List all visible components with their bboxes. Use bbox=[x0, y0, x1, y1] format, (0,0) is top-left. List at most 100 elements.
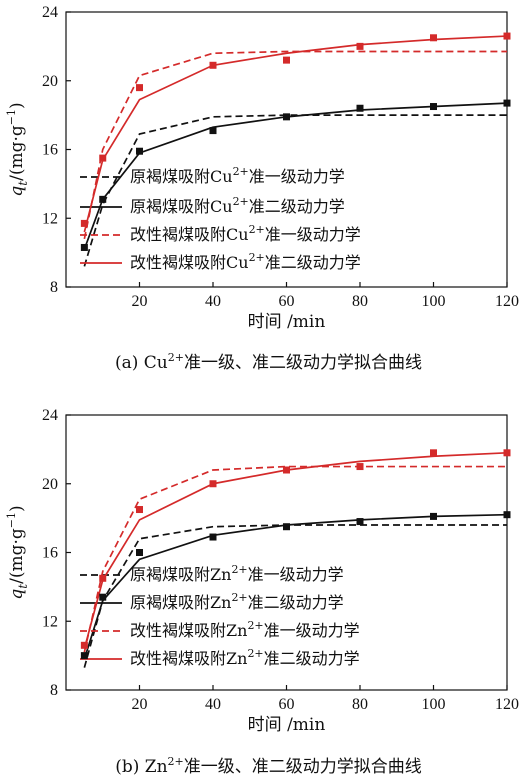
legend-label: 改性褐煤吸附Cu2+准一级动力学 bbox=[130, 223, 361, 244]
data-point bbox=[283, 467, 290, 474]
y-tick-label: 20 bbox=[42, 73, 58, 90]
caption-prefix: (b) Zn bbox=[115, 757, 167, 777]
x-tick-label: 80 bbox=[352, 696, 368, 713]
y-tick-label: 12 bbox=[42, 210, 58, 227]
data-point bbox=[81, 220, 88, 227]
data-point bbox=[430, 103, 437, 110]
data-point bbox=[136, 549, 143, 556]
y-axis-label-close: ) bbox=[7, 505, 27, 512]
legend-label: 原褐煤吸附Cu2+准一级动力学 bbox=[130, 165, 345, 186]
legend-label: 改性褐煤吸附Zn2+准一级动力学 bbox=[130, 619, 360, 640]
y-axis-label: qt/(mg·g−1) bbox=[5, 102, 30, 196]
x-tick-label: 20 bbox=[132, 293, 148, 310]
y-axis-label-var: q bbox=[7, 186, 27, 197]
legend-label-sup: 2+ bbox=[247, 619, 263, 632]
legend-label: 改性褐煤吸附Cu2+准二级动力学 bbox=[130, 251, 361, 272]
legend-label-prefix: 原褐煤吸附Zn bbox=[130, 565, 231, 584]
legend-label-prefix: 改性褐煤吸附Zn bbox=[130, 621, 247, 640]
x-tick-label: 100 bbox=[422, 293, 446, 310]
legend-label-sup: 2+ bbox=[249, 223, 265, 236]
y-axis-label-close: ) bbox=[7, 102, 27, 109]
x-tick-label: 120 bbox=[495, 293, 519, 310]
data-point bbox=[430, 34, 437, 41]
y-tick-label: 24 bbox=[42, 4, 58, 21]
data-point bbox=[210, 480, 217, 487]
y-tick-label: 8 bbox=[50, 279, 58, 296]
x-tick-label: 60 bbox=[279, 293, 295, 310]
x-tick-label: 60 bbox=[279, 696, 295, 713]
data-point bbox=[283, 523, 290, 530]
data-point bbox=[81, 244, 88, 251]
legend-label-sup: 2+ bbox=[231, 591, 247, 604]
data-point bbox=[430, 449, 437, 456]
data-point bbox=[283, 113, 290, 120]
legend-label-suffix: 准二级动力学 bbox=[249, 197, 345, 216]
data-point bbox=[357, 105, 364, 112]
data-point bbox=[136, 148, 143, 155]
legend-label-suffix: 准一级动力学 bbox=[265, 225, 361, 244]
legend-label-suffix: 准二级动力学 bbox=[248, 593, 344, 612]
data-point bbox=[504, 100, 511, 107]
legend-label-sup: 2+ bbox=[247, 647, 263, 660]
data-point bbox=[99, 196, 106, 203]
y-tick-label: 16 bbox=[42, 545, 58, 562]
y-tick-label: 24 bbox=[42, 407, 58, 424]
figure-caption: (b) Zn2+准一级、准二级动力学拟合曲线 bbox=[115, 755, 422, 777]
legend-label-prefix: 原褐煤吸附Zn bbox=[130, 593, 231, 612]
legend-label-prefix: 原褐煤吸附Cu bbox=[130, 167, 233, 186]
data-point bbox=[99, 575, 106, 582]
data-point bbox=[504, 449, 511, 456]
legend-label-suffix: 准一级动力学 bbox=[264, 621, 360, 640]
x-tick-label: 20 bbox=[132, 696, 148, 713]
data-point bbox=[99, 594, 106, 601]
legend-label-prefix: 改性褐煤吸附Cu bbox=[130, 225, 249, 244]
y-tick-label: 20 bbox=[42, 476, 58, 493]
legend-label-suffix: 准二级动力学 bbox=[264, 649, 360, 668]
x-tick-label: 120 bbox=[495, 696, 519, 713]
legend-label: 原褐煤吸附Zn2+准二级动力学 bbox=[130, 591, 344, 612]
legend-label-prefix: 改性褐煤吸附Zn bbox=[130, 649, 247, 668]
y-axis-label-unit: /(mg·g bbox=[7, 528, 27, 584]
data-point bbox=[136, 84, 143, 91]
data-point bbox=[504, 511, 511, 518]
caption-sup: 2+ bbox=[168, 351, 184, 364]
legend-label: 原褐煤吸附Zn2+准一级动力学 bbox=[130, 563, 344, 584]
data-point bbox=[99, 155, 106, 162]
legend-label: 原褐煤吸附Cu2+准二级动力学 bbox=[130, 195, 345, 216]
legend-label-prefix: 原褐煤吸附Cu bbox=[130, 197, 233, 216]
figure-caption: (a) Cu2+准一级、准二级动力学拟合曲线 bbox=[115, 351, 422, 373]
legend-label-sup: 2+ bbox=[249, 251, 265, 264]
data-point bbox=[357, 463, 364, 470]
y-axis-label-sup: −1 bbox=[5, 109, 18, 125]
x-tick-label: 100 bbox=[422, 696, 446, 713]
data-point bbox=[210, 534, 217, 541]
data-point bbox=[430, 513, 437, 520]
series-line bbox=[84, 453, 507, 649]
caption-suffix: 准一级、准二级动力学拟合曲线 bbox=[184, 757, 422, 777]
data-point bbox=[357, 43, 364, 50]
caption-suffix: 准一级、准二级动力学拟合曲线 bbox=[184, 353, 422, 373]
data-point bbox=[81, 652, 88, 659]
legend-label-suffix: 准一级动力学 bbox=[249, 167, 345, 186]
legend-label-suffix: 准一级动力学 bbox=[248, 565, 344, 584]
data-point bbox=[283, 57, 290, 64]
y-axis-label-unit: /(mg·g bbox=[7, 125, 27, 181]
chart-panel-b: 20 40 60 80 100 120 8 12 16 20 24 时间 /min qt/(mg·g−1… bbox=[5, 407, 519, 777]
y-axis-label: qt/(mg·g−1) bbox=[5, 505, 30, 599]
legend-label: 改性褐煤吸附Zn2+准二级动力学 bbox=[130, 647, 360, 668]
x-axis-label: 时间 /min bbox=[248, 715, 326, 735]
y-tick-label: 8 bbox=[50, 682, 58, 699]
legend-label-sup: 2+ bbox=[231, 563, 247, 576]
caption-prefix: (a) Cu bbox=[115, 353, 168, 373]
legend-label-prefix: 改性褐煤吸附Cu bbox=[130, 253, 249, 272]
data-point bbox=[136, 506, 143, 513]
y-axis-label-sup: −1 bbox=[5, 512, 18, 528]
data-point bbox=[504, 33, 511, 40]
legend-label-sup: 2+ bbox=[233, 195, 249, 208]
caption-sup: 2+ bbox=[168, 755, 184, 768]
legend-label-suffix: 准二级动力学 bbox=[265, 253, 361, 272]
x-tick-label: 40 bbox=[205, 293, 221, 310]
data-point bbox=[357, 518, 364, 525]
data-point bbox=[210, 127, 217, 134]
